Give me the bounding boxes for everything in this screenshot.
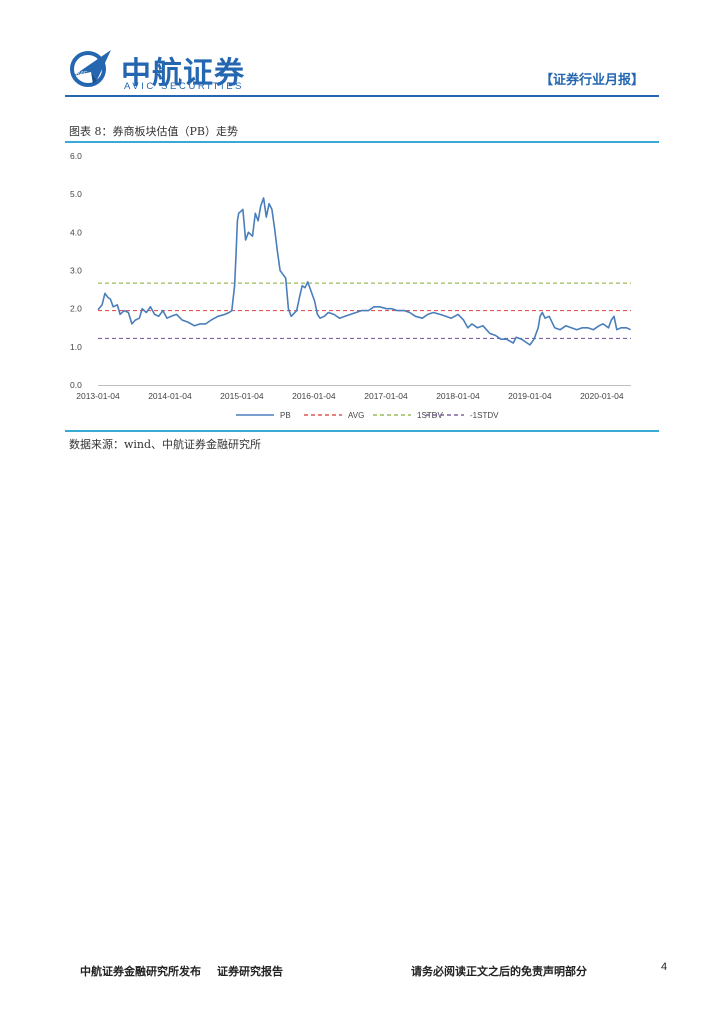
figure-bottom-divider	[65, 430, 659, 432]
x-tick-label: 2013-01-04	[76, 391, 120, 401]
y-tick-label: 1.0	[70, 342, 82, 352]
footer-report-kind: 证券研究报告	[217, 965, 283, 978]
x-tick-label: 2017-01-04	[364, 391, 408, 401]
figure-title: 图表 8：券商板块估值（PB）走势	[69, 125, 238, 138]
y-tick-label: 4.0	[70, 227, 82, 237]
x-tick-label: 2019-01-04	[508, 391, 552, 401]
logo-english-name: AVIC SECURITIES	[124, 81, 245, 92]
legend-label: PB	[280, 411, 291, 420]
page-number: 4	[661, 961, 668, 973]
x-tick-label: 2018-01-04	[436, 391, 480, 401]
legend-label: -1STDV	[470, 411, 499, 420]
logo-chinese-name: 中航证券	[121, 56, 245, 91]
x-tick-label: 2014-01-04	[148, 391, 192, 401]
y-tick-label: 2.0	[70, 304, 82, 314]
footer-left: 中航证券金融研究所发布 证券研究报告	[80, 963, 283, 979]
x-tick-label: 2020-01-04	[580, 391, 624, 401]
legend-label: AVG	[348, 411, 364, 420]
footer-publisher: 中航证券金融研究所发布	[80, 965, 201, 978]
figure-top-divider	[65, 141, 659, 143]
y-tick-label: 0.0	[70, 380, 82, 390]
header-divider	[65, 95, 659, 97]
series-line-pb	[97, 197, 631, 346]
footer-disclaimer: 请务必阅读正文之后的免责声明部分	[411, 965, 587, 978]
legend-label: 1STDV	[417, 411, 443, 420]
y-tick-label: 5.0	[70, 189, 82, 199]
x-tick-label: 2015-01-04	[220, 391, 264, 401]
y-tick-label: 3.0	[70, 266, 82, 276]
x-tick-label: 2016-01-04	[292, 391, 336, 401]
avic-plane-icon: AVIC	[70, 50, 111, 87]
pb-line-chart: 0.0 1.0 2.0 3.0 4.0 5.0 6.0 2013-01-04 2014-01-0…	[70, 151, 631, 420]
report-type-label: 【证券行业月报】	[539, 73, 644, 88]
logo-mark-text: AVIC	[76, 71, 88, 77]
figure-source: 数据来源：wind、中航证券金融研究所	[69, 438, 262, 451]
y-tick-label: 6.0	[70, 151, 82, 161]
